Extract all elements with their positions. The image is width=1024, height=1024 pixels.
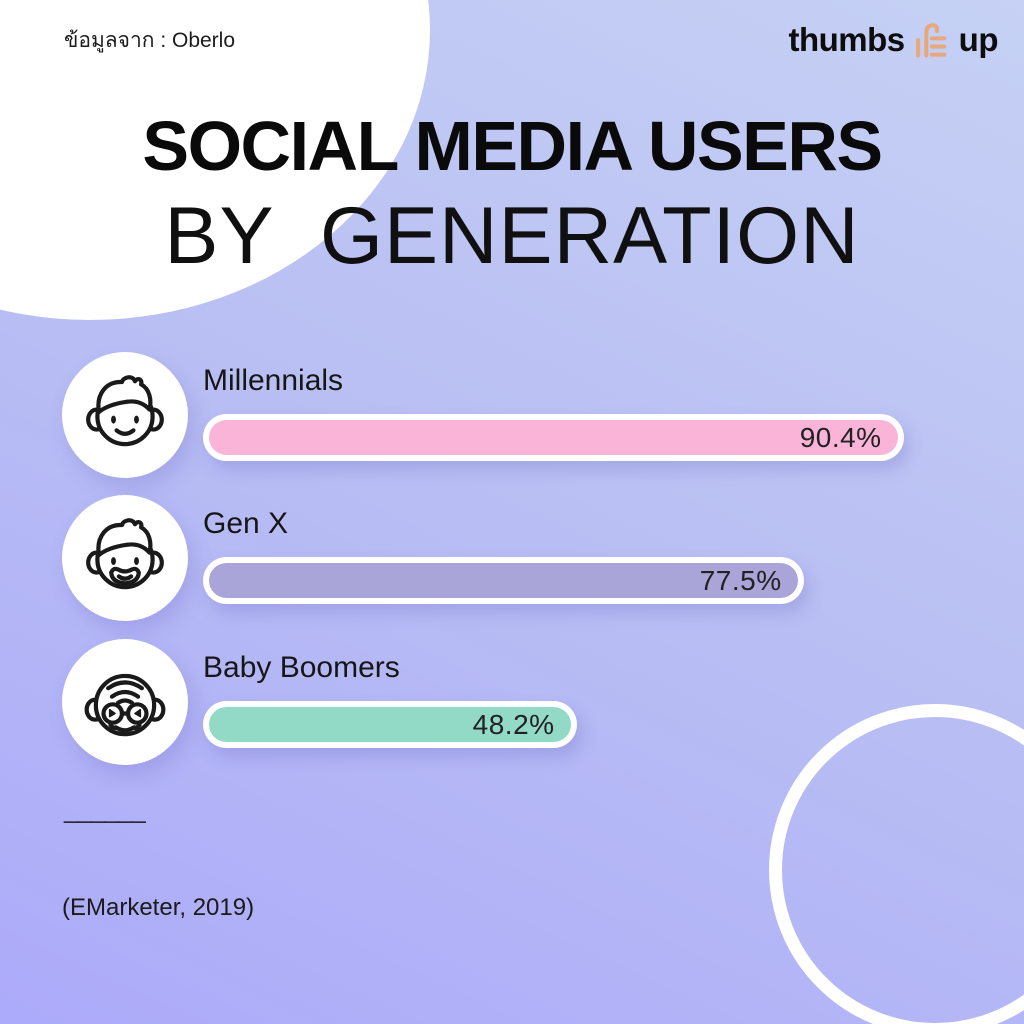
bar-genx: 77.5% <box>203 557 804 604</box>
bar-boomers: 48.2% <box>203 701 577 748</box>
brand-word-thumbs: thumbs <box>788 21 906 58</box>
category-label-millennials: Millennials <box>203 364 344 397</box>
category-label-boomers: Baby Boomers <box>203 651 400 684</box>
page-title-line1: SOCIAL MEDIA USERS <box>142 107 883 185</box>
chart-row-boomers: Baby Boomers 48.2% <box>0 639 1024 769</box>
bar-track-genx: 77.5% <box>203 557 978 604</box>
bar-fill-genx: 77.5% <box>209 563 798 598</box>
value-label-boomers: 48.2% <box>472 708 555 740</box>
bearded-man-face-icon <box>86 518 164 590</box>
bar-fill-millennials: 90.4% <box>209 420 898 455</box>
bar-millennials: 90.4% <box>203 414 904 461</box>
avatar-genx <box>62 495 188 621</box>
bar-track-millennials: 90.4% <box>203 414 978 461</box>
young-person-face-icon <box>86 375 164 447</box>
avatar-millennials <box>62 352 188 478</box>
data-source-label: ข้อมูลจาก : Oberlo <box>64 29 236 52</box>
category-label-genx: Gen X <box>203 507 289 540</box>
bar-track-boomers: 48.2% <box>203 701 978 748</box>
brand-word-up: up <box>958 21 999 58</box>
chart-row-genx: Gen X 77.5% <box>0 495 1024 625</box>
chart-row-millennials: Millennials 90.4% <box>0 352 1024 482</box>
thumbs-up-icon <box>914 20 950 60</box>
value-label-millennials: 90.4% <box>799 421 882 453</box>
elderly-person-face-icon <box>84 673 166 737</box>
avatar-boomers <box>62 639 188 765</box>
citation-text: (EMarketer, 2019) <box>62 894 255 921</box>
bar-fill-boomers: 48.2% <box>209 707 571 742</box>
page-title-line2: BY GENERATION <box>164 191 860 281</box>
divider-dash: ______ <box>64 794 146 824</box>
value-label-genx: 77.5% <box>699 564 782 596</box>
brand-logo: thumbs up <box>789 20 999 60</box>
